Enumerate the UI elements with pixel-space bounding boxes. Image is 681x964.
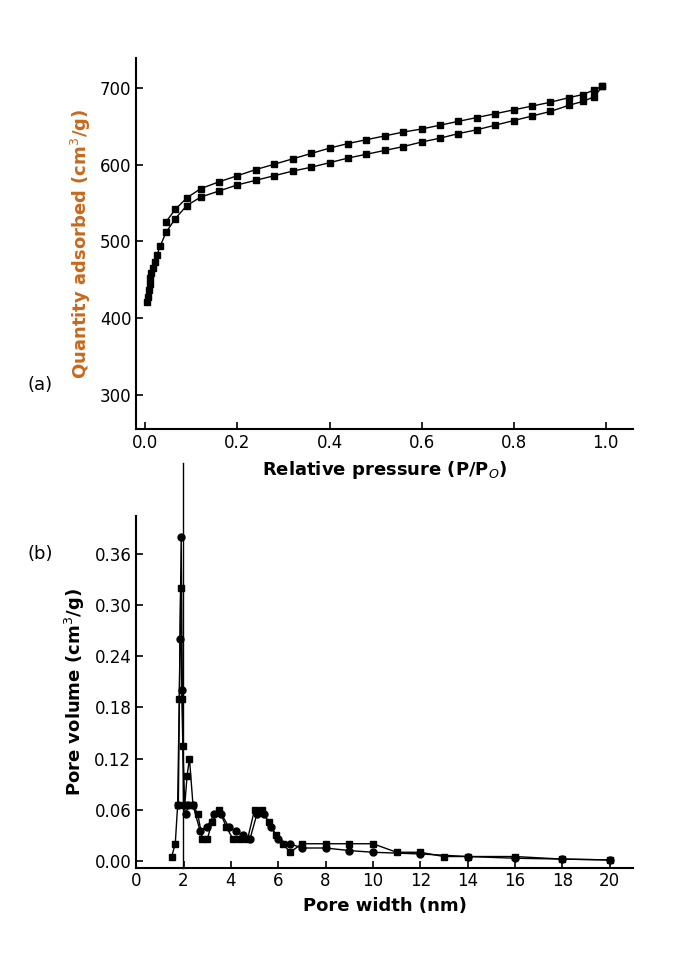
- Text: (b): (b): [27, 545, 52, 563]
- X-axis label: Relative pressure (P/P$_O$): Relative pressure (P/P$_O$): [262, 459, 507, 481]
- X-axis label: Pore width (nm): Pore width (nm): [303, 897, 466, 916]
- Y-axis label: Pore volume (cm$^3$/g): Pore volume (cm$^3$/g): [63, 588, 87, 795]
- Text: (a): (a): [27, 376, 52, 394]
- Y-axis label: Quantity adsorbed (cm$^3$/g): Quantity adsorbed (cm$^3$/g): [69, 108, 93, 379]
